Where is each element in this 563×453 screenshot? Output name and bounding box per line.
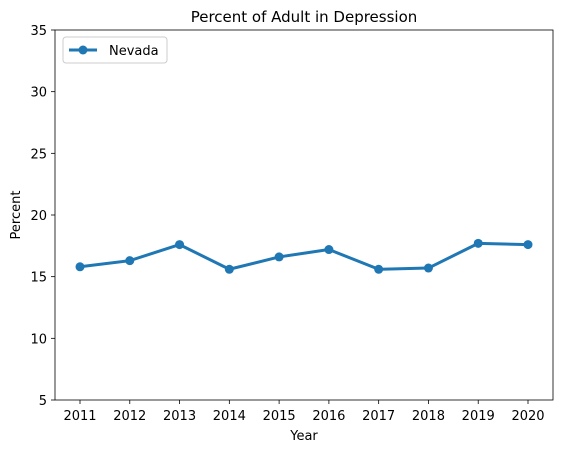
y-tick-label: 10 bbox=[30, 332, 47, 347]
data-point bbox=[374, 264, 384, 274]
plot-frame bbox=[54, 29, 554, 401]
x-tick-label: 2020 bbox=[511, 409, 544, 424]
data-point bbox=[324, 245, 334, 255]
y-tick-label: 5 bbox=[39, 394, 47, 409]
chart-title: Percent of Adult in Depression bbox=[191, 8, 418, 26]
y-tick-label: 25 bbox=[30, 147, 47, 162]
x-axis-ticks: 2011 2012 2013 2014 2015 2016 2017 2018 2019 2020 bbox=[63, 400, 545, 424]
y-tick-label: 30 bbox=[30, 86, 47, 101]
y-tick-label: 20 bbox=[30, 209, 47, 224]
y-tick-label: 35 bbox=[30, 24, 47, 39]
data-point bbox=[473, 238, 483, 248]
x-tick-label: 2019 bbox=[462, 409, 495, 424]
x-tick-label: 2016 bbox=[312, 409, 345, 424]
data-point bbox=[75, 262, 85, 272]
legend-box bbox=[62, 36, 168, 64]
legend-label: Nevada bbox=[109, 44, 159, 59]
data-point bbox=[423, 263, 433, 273]
x-tick-label: 2015 bbox=[263, 409, 296, 424]
data-point bbox=[274, 252, 284, 262]
legend-marker-icon bbox=[78, 45, 88, 55]
legend: Nevada bbox=[62, 36, 168, 64]
x-tick-label: 2017 bbox=[362, 409, 395, 424]
data-point bbox=[175, 240, 185, 250]
data-point bbox=[224, 264, 234, 274]
series-layer bbox=[75, 238, 533, 274]
plot-area bbox=[55, 30, 553, 400]
data-point bbox=[523, 240, 533, 250]
x-tick-label: 2013 bbox=[163, 409, 196, 424]
series-line bbox=[78, 241, 530, 271]
data-point bbox=[125, 256, 135, 266]
y-axis-ticks: 5 10 15 20 25 30 35 bbox=[30, 24, 55, 409]
x-tick-label: 2018 bbox=[412, 409, 445, 424]
x-axis-label: Year bbox=[289, 429, 318, 444]
y-axis-label: Percent bbox=[9, 191, 24, 240]
x-tick-label: 2012 bbox=[113, 409, 146, 424]
x-tick-label: 2011 bbox=[63, 409, 96, 424]
y-tick-label: 15 bbox=[30, 271, 47, 286]
x-tick-label: 2014 bbox=[213, 409, 246, 424]
